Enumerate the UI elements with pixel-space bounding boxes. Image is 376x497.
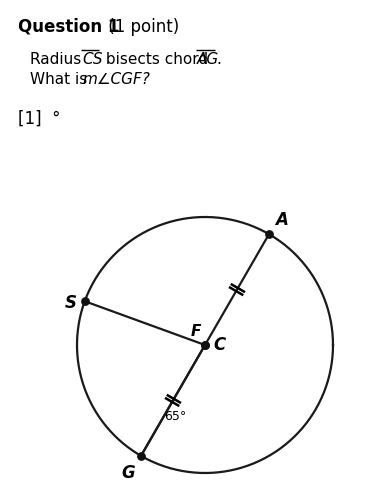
Point bbox=[202, 341, 208, 349]
Text: C: C bbox=[213, 336, 225, 354]
Point bbox=[202, 341, 208, 349]
Text: CS: CS bbox=[82, 52, 103, 67]
Text: Question 1: Question 1 bbox=[18, 18, 119, 36]
Text: F: F bbox=[191, 324, 201, 339]
Text: bisects chord: bisects chord bbox=[101, 52, 213, 67]
Point bbox=[82, 297, 88, 305]
Text: S: S bbox=[65, 294, 77, 312]
Text: A: A bbox=[275, 211, 288, 229]
Text: Radius: Radius bbox=[30, 52, 86, 67]
Text: (1 point): (1 point) bbox=[103, 18, 179, 36]
Text: m∠CGF?: m∠CGF? bbox=[82, 72, 150, 87]
Text: 65°: 65° bbox=[164, 410, 186, 422]
Point bbox=[138, 452, 144, 460]
Text: .: . bbox=[216, 52, 221, 67]
Text: What is: What is bbox=[30, 72, 92, 87]
Text: G: G bbox=[121, 464, 135, 482]
Text: [1]  °: [1] ° bbox=[18, 110, 61, 128]
Text: AG: AG bbox=[197, 52, 219, 67]
Point bbox=[266, 230, 272, 238]
